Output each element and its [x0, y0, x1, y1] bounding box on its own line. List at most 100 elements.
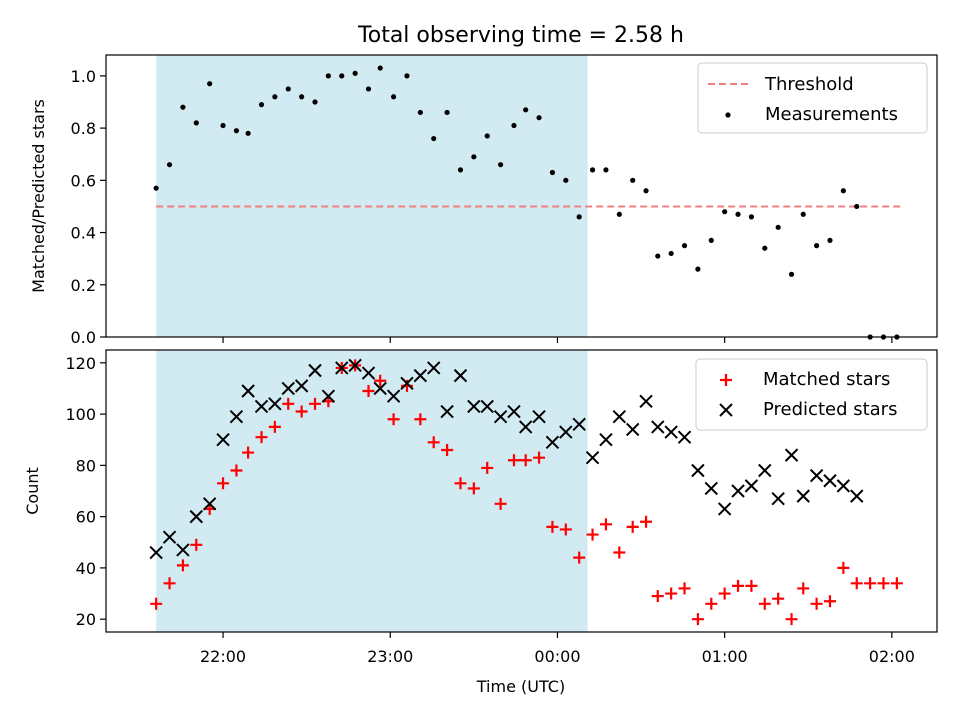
- matched-star-point: [877, 577, 890, 590]
- predicted-star-point: [361, 366, 376, 380]
- matched-star-point: [559, 523, 572, 536]
- bottom-legend: Matched stars Predicted stars: [695, 358, 928, 431]
- matched-star-point: [837, 561, 850, 574]
- measurement-point: [404, 73, 410, 79]
- matched-star-point: [732, 579, 745, 592]
- matched-star-point: [691, 613, 704, 626]
- predicted-star-point: [625, 422, 640, 437]
- bottom-y-tick-label: 80: [76, 456, 96, 475]
- measurement-point: [827, 237, 833, 243]
- measurement-point: [655, 253, 661, 259]
- bottom-y-tick-label: 100: [65, 405, 96, 424]
- predicted-star-point: [836, 479, 851, 493]
- x-axis-label: Time (UTC): [476, 677, 565, 696]
- measurement-point: [417, 109, 423, 116]
- matched-star-point: [230, 464, 243, 477]
- measurement-point: [800, 211, 806, 217]
- predicted-star-point: [335, 361, 349, 375]
- matched-star-point: [400, 379, 413, 392]
- measurement-point: [668, 250, 674, 257]
- matched-star-point: [519, 454, 532, 467]
- top-y-tick-label: 0.2: [71, 276, 96, 295]
- matched-star-point: [362, 385, 375, 398]
- measurement-point: [285, 86, 291, 92]
- predicted-star-point: [572, 417, 586, 432]
- measurement-point: [735, 211, 741, 217]
- matched-star-point: [163, 577, 176, 590]
- matched-star-point: [772, 592, 785, 605]
- legend-measurements-label: Measurements: [765, 104, 898, 125]
- predicted-star-point: [612, 409, 627, 424]
- measurement-point: [762, 245, 768, 251]
- matched-star-point: [640, 515, 653, 528]
- predicted-star-point: [440, 404, 454, 419]
- top-legend-box: [697, 62, 928, 134]
- top-y-tick-label: 0.8: [71, 119, 96, 138]
- measurement-point: [325, 73, 331, 79]
- chart-title: Total observing time = 2.58 h: [357, 23, 684, 48]
- predicted-star-point: [704, 481, 718, 496]
- measurement-point: [352, 70, 358, 76]
- legend-matched-swatch: [720, 374, 732, 386]
- predicted-star-point: [308, 363, 322, 378]
- matched-star-point: [665, 587, 678, 600]
- predicted-star-point: [373, 381, 387, 396]
- predicted-star-point: [453, 368, 468, 383]
- measurement-point: [457, 167, 464, 173]
- predicted-star-point: [254, 399, 269, 414]
- measurement-point: [299, 94, 305, 100]
- legend-predicted-label: Predicted stars: [763, 399, 897, 420]
- predicted-star-point: [784, 448, 799, 462]
- predicted-star-point: [321, 389, 336, 403]
- top-axes-frame: [105, 54, 938, 338]
- measurement-point: [722, 209, 728, 215]
- measurement-point: [484, 133, 490, 139]
- measurement-point: [536, 115, 542, 121]
- matched-star-point: [494, 497, 507, 510]
- measurement-point: [616, 211, 622, 217]
- matched-star-point: [546, 520, 559, 533]
- matched-star-point: [454, 477, 467, 490]
- matched-star-point: [374, 374, 387, 387]
- predicted-star-point: [559, 425, 573, 439]
- measurement-point: [563, 177, 569, 183]
- matched-star-point: [176, 559, 189, 572]
- measurement-point: [576, 214, 582, 220]
- bottom-y-axis-label: Count: [23, 467, 42, 515]
- matched-star-point: [190, 538, 203, 551]
- measurement-point: [258, 102, 265, 108]
- measurement-point: [365, 86, 372, 92]
- matched-star-point: [217, 477, 230, 490]
- measurement-point: [471, 154, 477, 160]
- predicted-star-point: [493, 409, 508, 424]
- measurement-point: [840, 188, 846, 194]
- x-tick-label: 22:00: [200, 647, 246, 666]
- matched-star-point: [758, 597, 771, 610]
- matched-star-point: [678, 582, 691, 595]
- matched-star-point: [242, 446, 255, 459]
- predicted-star-point: [281, 381, 295, 396]
- predicted-star-point: [229, 409, 244, 424]
- matched-star-point: [651, 590, 664, 603]
- matched-star-point: [268, 420, 281, 433]
- matched-star-point: [890, 577, 903, 590]
- measurement-point: [854, 203, 860, 210]
- measurement-point: [377, 65, 383, 71]
- predicted-star-point: [427, 361, 441, 375]
- legend-predicted-swatch: [719, 403, 733, 417]
- predicted-star-point: [202, 497, 217, 511]
- top-y-tick-label: 0.6: [71, 171, 96, 190]
- predicted-star-point: [189, 509, 203, 524]
- predicted-star-point: [850, 489, 864, 503]
- measurement-point: [166, 162, 173, 168]
- bottom-legend-box: [695, 358, 928, 431]
- measurement-point: [233, 128, 240, 134]
- measurement-point: [630, 177, 636, 183]
- bottom-y-tick-label: 20: [76, 610, 96, 629]
- matched-star-point: [797, 582, 810, 595]
- measurement-point: [814, 243, 820, 249]
- measurement-point: [708, 237, 714, 243]
- x-tick-label: 00:00: [534, 647, 580, 666]
- top-y-tick-label: 1.0: [71, 67, 96, 86]
- matched-star-point: [481, 461, 494, 474]
